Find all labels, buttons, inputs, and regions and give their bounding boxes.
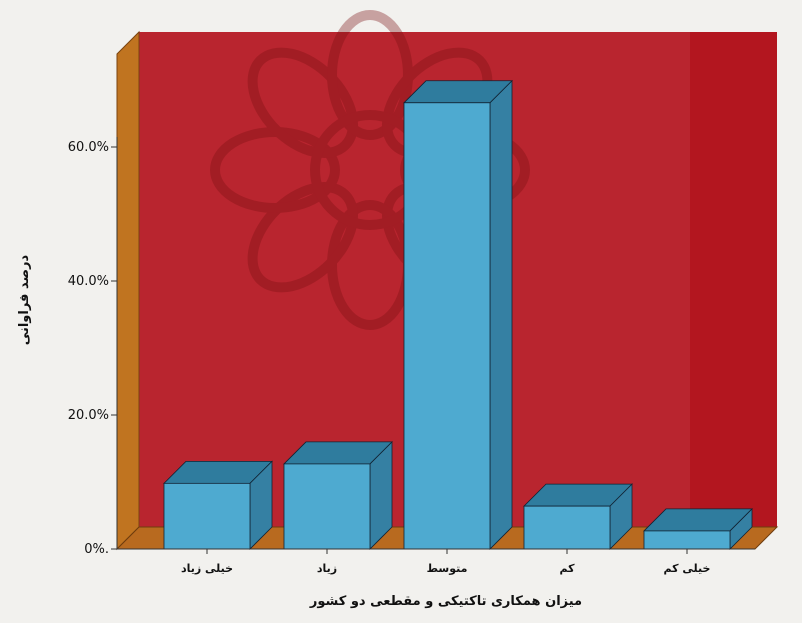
x-category-label: کم	[559, 562, 575, 575]
bar-side	[489, 79, 513, 550]
x-category-label: زیاد	[317, 562, 337, 575]
bar	[403, 102, 491, 550]
y-tick-label: 20.0%	[68, 408, 109, 423]
x-category-label: متوسط	[427, 562, 468, 575]
y-tick-label: 60.0%	[68, 140, 109, 155]
watermark-petal	[247, 181, 359, 293]
watermark-petal	[247, 47, 359, 159]
y-tick-label: 40.0%	[68, 274, 109, 289]
bar	[523, 505, 611, 550]
bar	[283, 463, 371, 550]
y-tick-label: 0%.	[84, 542, 109, 557]
bar	[643, 530, 731, 550]
chart-back-wall-shade	[690, 32, 777, 527]
y-axis-title: درصد فراوانی	[17, 254, 32, 345]
watermark-petal	[210, 127, 340, 213]
x-category-label: خیلی زیاد	[181, 562, 233, 575]
x-category-label: خیلی کم	[664, 562, 711, 575]
chart-side-wall	[116, 30, 140, 551]
bar	[163, 482, 251, 550]
x-axis-title: میزان همکاری تاکتیکی و مقطعی دو کشور	[309, 594, 582, 609]
watermark-petal	[327, 10, 413, 140]
